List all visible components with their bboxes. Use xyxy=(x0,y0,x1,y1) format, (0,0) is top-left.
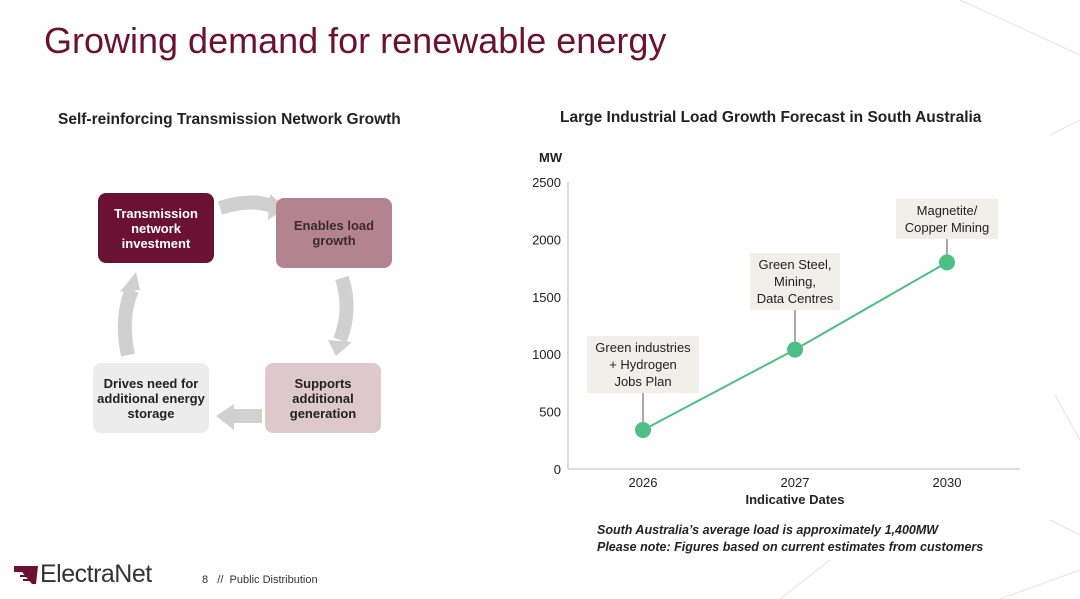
arrow-right-icon xyxy=(217,195,275,215)
cycle-step-additional-generation: Supports additional generation xyxy=(265,363,381,433)
cycle-step-load-growth: Enables load growth xyxy=(276,198,392,268)
annotation-label: Green Steel, Mining, Data Centres xyxy=(757,257,834,306)
cycle-step-energy-storage: Drives need for additional energy storag… xyxy=(93,363,209,433)
y-tick-label: 1500 xyxy=(532,290,561,305)
y-tick-label: 0 xyxy=(554,462,561,477)
page-number: 8 xyxy=(202,574,209,586)
x-tick-label: 2026 xyxy=(629,475,658,490)
x-axis-label: Indicative Dates xyxy=(746,492,845,507)
x-tick-label: 2027 xyxy=(781,475,810,490)
x-tick-label: 2030 xyxy=(933,475,962,490)
y-axis-label: MW xyxy=(539,150,563,165)
data-point xyxy=(939,254,955,271)
note-estimates: Please note: Figures based on current es… xyxy=(597,540,984,554)
electranet-logo: ElectraNet xyxy=(14,560,152,589)
logo-mark-icon xyxy=(14,565,38,584)
annotation-box xyxy=(896,199,998,239)
annotation-box xyxy=(750,253,840,310)
annotation-label: Green industries + Hydrogen Jobs Plan xyxy=(595,340,691,389)
y-tick-label: 2500 xyxy=(532,175,561,190)
data-point xyxy=(787,341,803,358)
y-tick-label: 1000 xyxy=(532,347,561,362)
y-tick-label: 500 xyxy=(539,405,561,420)
footer-info: 8 // Public Distribution xyxy=(202,574,318,586)
logo-text: ElectraNet xyxy=(40,560,152,588)
annotation-label: Magnetite/Copper Mining xyxy=(905,203,990,235)
data-point xyxy=(635,421,651,438)
diagram-title: Self-reinforcing Transmission Network Gr… xyxy=(58,111,401,128)
footer-separator: // xyxy=(217,574,224,586)
arrow-down-icon xyxy=(333,275,354,343)
page-title: Growing demand for renewable energy xyxy=(44,20,667,61)
annotation-box xyxy=(587,336,699,393)
arrow-up-icon xyxy=(117,287,139,357)
classification: Public Distribution xyxy=(229,574,318,586)
note-average-load: South Australia’s average load is approx… xyxy=(597,523,939,537)
y-tick-label: 2000 xyxy=(532,232,561,247)
cycle-step-transmission-investment: Transmission network investment xyxy=(98,193,214,263)
chart-title: Large Industrial Load Growth Forecast in… xyxy=(560,109,982,126)
